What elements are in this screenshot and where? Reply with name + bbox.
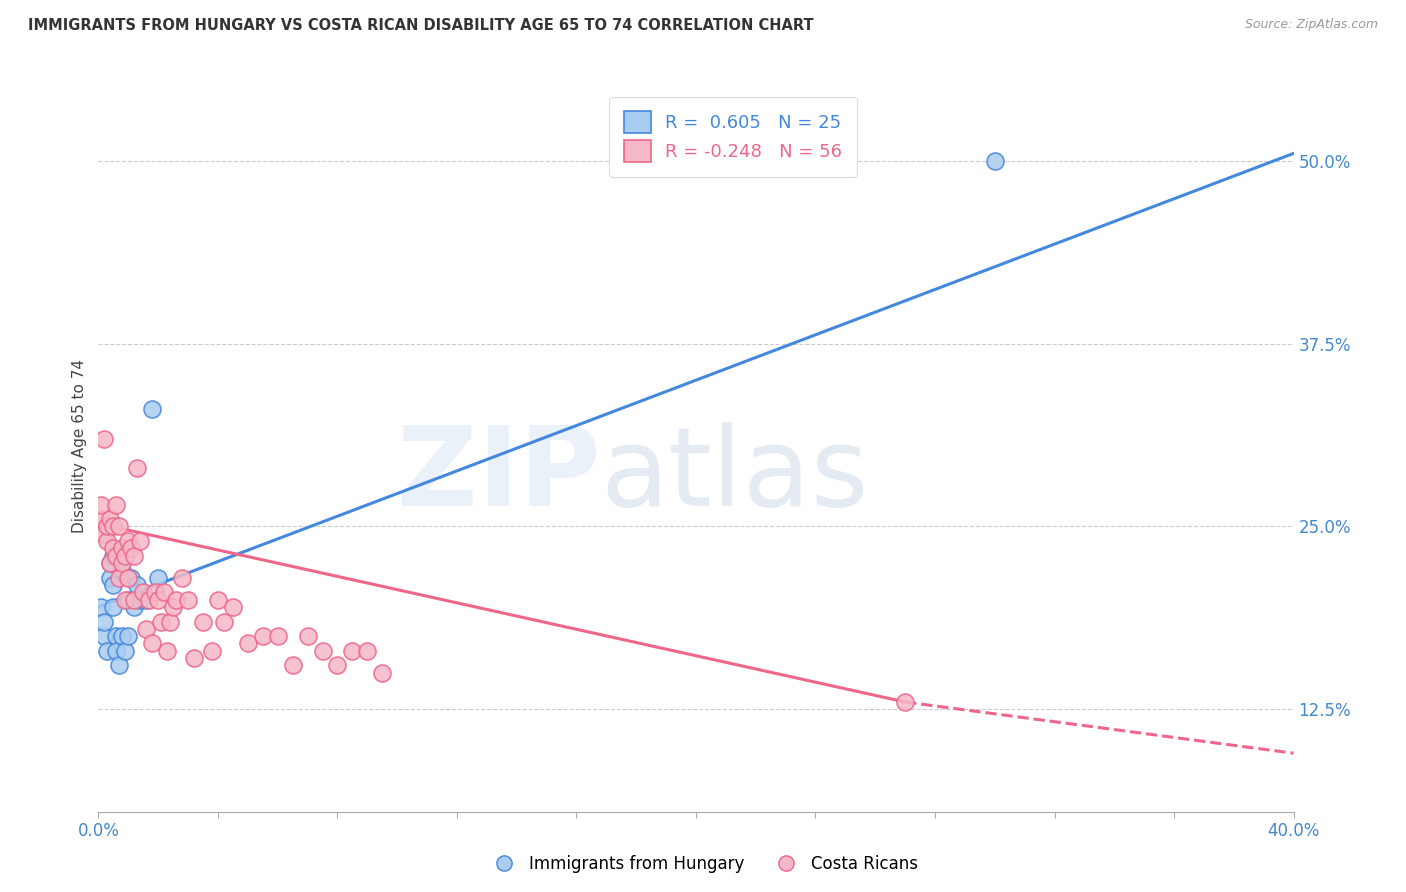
Text: atlas: atlas	[600, 422, 869, 529]
Point	[311, 644, 333, 658]
Point	[124, 549, 146, 563]
Point	[96, 519, 118, 533]
Point	[93, 615, 115, 629]
Point	[162, 599, 184, 614]
Point	[150, 615, 173, 629]
Point	[117, 629, 139, 643]
Point	[103, 541, 125, 556]
Point	[191, 615, 214, 629]
Point	[326, 658, 349, 673]
Point	[138, 592, 160, 607]
Point	[177, 592, 200, 607]
Point	[111, 563, 134, 577]
Point	[103, 519, 125, 533]
Point	[96, 644, 118, 658]
Point	[141, 636, 163, 650]
Point	[201, 644, 224, 658]
Point	[114, 644, 136, 658]
Point	[124, 592, 146, 607]
Point	[120, 541, 142, 556]
Point	[153, 585, 176, 599]
Point	[894, 695, 917, 709]
Point	[212, 615, 235, 629]
Point	[159, 615, 181, 629]
Point	[132, 585, 155, 599]
Point	[236, 636, 259, 650]
Point	[105, 644, 128, 658]
Legend: R =  0.605   N = 25, R = -0.248   N = 56: R = 0.605 N = 25, R = -0.248 N = 56	[609, 96, 856, 177]
Point	[165, 592, 187, 607]
Point	[90, 599, 112, 614]
Point	[90, 512, 112, 526]
Point	[117, 534, 139, 549]
Point	[148, 592, 170, 607]
Point	[127, 578, 149, 592]
Point	[342, 644, 364, 658]
Point	[141, 402, 163, 417]
Point	[103, 549, 125, 563]
Text: ZIP: ZIP	[396, 422, 600, 529]
Point	[96, 534, 118, 549]
Point	[156, 644, 179, 658]
Point	[135, 622, 157, 636]
Point	[356, 644, 378, 658]
Point	[105, 549, 128, 563]
Y-axis label: Disability Age 65 to 74: Disability Age 65 to 74	[72, 359, 87, 533]
Point	[111, 629, 134, 643]
Point	[103, 578, 125, 592]
Point	[111, 556, 134, 570]
Point	[143, 585, 166, 599]
Point	[114, 549, 136, 563]
Point	[172, 571, 194, 585]
Point	[103, 599, 125, 614]
Point	[108, 658, 131, 673]
Point	[983, 153, 1005, 168]
Point	[98, 571, 122, 585]
Point	[114, 592, 136, 607]
Point	[111, 541, 134, 556]
Text: Source: ZipAtlas.com: Source: ZipAtlas.com	[1244, 18, 1378, 31]
Point	[129, 592, 152, 607]
Point	[105, 498, 128, 512]
Legend: Immigrants from Hungary, Costa Ricans: Immigrants from Hungary, Costa Ricans	[481, 848, 925, 880]
Point	[93, 629, 115, 643]
Point	[117, 592, 139, 607]
Text: IMMIGRANTS FROM HUNGARY VS COSTA RICAN DISABILITY AGE 65 TO 74 CORRELATION CHART: IMMIGRANTS FROM HUNGARY VS COSTA RICAN D…	[28, 18, 814, 33]
Point	[98, 512, 122, 526]
Point	[129, 534, 152, 549]
Point	[108, 519, 131, 533]
Point	[90, 498, 112, 512]
Point	[98, 556, 122, 570]
Point	[98, 556, 122, 570]
Point	[371, 665, 394, 680]
Point	[127, 461, 149, 475]
Point	[222, 599, 245, 614]
Point	[281, 658, 304, 673]
Point	[297, 629, 319, 643]
Point	[135, 592, 157, 607]
Point	[93, 432, 115, 446]
Point	[120, 571, 142, 585]
Point	[117, 571, 139, 585]
Point	[93, 526, 115, 541]
Point	[252, 629, 274, 643]
Point	[105, 629, 128, 643]
Point	[108, 571, 131, 585]
Point	[183, 651, 205, 665]
Point	[207, 592, 229, 607]
Point	[124, 599, 146, 614]
Point	[267, 629, 290, 643]
Point	[148, 571, 170, 585]
